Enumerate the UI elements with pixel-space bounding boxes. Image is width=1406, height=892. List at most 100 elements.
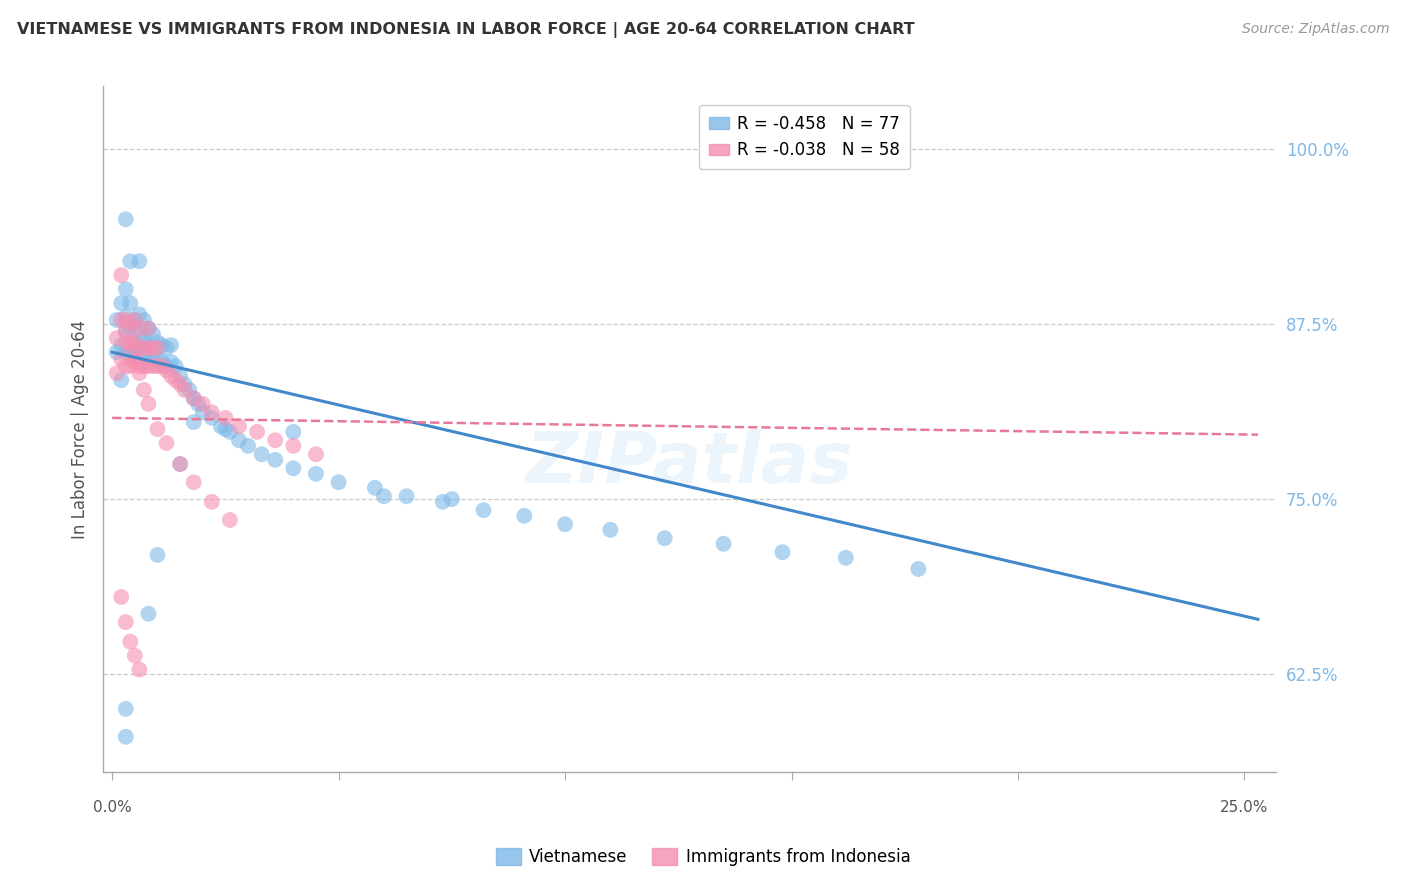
Point — [124, 313, 146, 327]
Point — [219, 513, 242, 527]
Point — [214, 410, 236, 425]
Point — [114, 313, 136, 327]
Point — [201, 410, 224, 425]
Point — [201, 495, 224, 509]
Point — [283, 425, 305, 439]
Point — [124, 345, 146, 359]
Point — [599, 523, 621, 537]
Point — [214, 422, 236, 436]
Point — [132, 313, 155, 327]
Point — [165, 373, 187, 387]
Point — [120, 321, 142, 335]
Point — [250, 447, 273, 461]
Point — [120, 296, 142, 310]
Point — [120, 338, 142, 352]
Point — [155, 436, 177, 450]
Point — [373, 489, 395, 503]
Point — [146, 335, 169, 350]
Point — [132, 331, 155, 345]
Text: VIETNAMESE VS IMMIGRANTS FROM INDONESIA IN LABOR FORCE | AGE 20-64 CORRELATION C: VIETNAMESE VS IMMIGRANTS FROM INDONESIA … — [17, 22, 914, 38]
Point — [110, 338, 132, 352]
Point — [169, 457, 191, 471]
Point — [132, 345, 155, 359]
Point — [513, 508, 536, 523]
Point — [209, 419, 232, 434]
Point — [124, 338, 146, 352]
Point — [124, 355, 146, 369]
Point — [120, 335, 142, 350]
Point — [328, 475, 350, 490]
Point — [283, 439, 305, 453]
Legend: R = -0.458   N = 77, R = -0.038   N = 58: R = -0.458 N = 77, R = -0.038 N = 58 — [699, 105, 910, 169]
Point — [146, 359, 169, 373]
Point — [187, 397, 209, 411]
Point — [105, 313, 128, 327]
Point — [110, 352, 132, 367]
Point — [114, 615, 136, 629]
Point — [138, 355, 160, 369]
Point — [440, 491, 463, 506]
Point — [155, 359, 177, 373]
Point — [124, 648, 146, 663]
Point — [173, 383, 195, 397]
Point — [128, 326, 150, 341]
Point — [169, 377, 191, 392]
Point — [138, 341, 160, 355]
Point — [120, 317, 142, 331]
Point — [173, 377, 195, 392]
Point — [146, 548, 169, 562]
Point — [654, 531, 676, 545]
Text: Source: ZipAtlas.com: Source: ZipAtlas.com — [1241, 22, 1389, 37]
Y-axis label: In Labor Force | Age 20-64: In Labor Force | Age 20-64 — [72, 319, 89, 539]
Point — [772, 545, 794, 559]
Point — [183, 415, 205, 429]
Point — [169, 457, 191, 471]
Point — [264, 434, 287, 448]
Point — [114, 282, 136, 296]
Point — [432, 495, 454, 509]
Point — [364, 481, 387, 495]
Text: 25.0%: 25.0% — [1220, 799, 1268, 814]
Point — [120, 359, 142, 373]
Legend: Vietnamese, Immigrants from Indonesia: Vietnamese, Immigrants from Indonesia — [489, 841, 917, 873]
Point — [110, 296, 132, 310]
Point — [132, 383, 155, 397]
Point — [165, 359, 187, 373]
Point — [228, 434, 250, 448]
Point — [201, 405, 224, 419]
Point — [132, 341, 155, 355]
Point — [128, 341, 150, 355]
Point — [554, 517, 576, 532]
Point — [110, 313, 132, 327]
Point — [114, 324, 136, 338]
Point — [142, 359, 165, 373]
Point — [283, 461, 305, 475]
Point — [191, 397, 214, 411]
Point — [142, 345, 165, 359]
Text: ZIPatlas: ZIPatlas — [526, 429, 853, 498]
Point — [395, 489, 418, 503]
Point — [138, 607, 160, 621]
Point — [124, 335, 146, 350]
Point — [120, 254, 142, 268]
Point — [114, 345, 136, 359]
Point — [128, 663, 150, 677]
Point — [264, 453, 287, 467]
Point — [105, 331, 128, 345]
Point — [179, 383, 201, 397]
Point — [160, 355, 183, 369]
Point — [138, 397, 160, 411]
Point — [128, 307, 150, 321]
Point — [110, 590, 132, 604]
Point — [114, 310, 136, 325]
Point — [150, 359, 173, 373]
Point — [110, 268, 132, 283]
Point — [305, 467, 328, 481]
Point — [138, 338, 160, 352]
Point — [128, 254, 150, 268]
Point — [142, 341, 165, 355]
Point — [138, 359, 160, 373]
Point — [124, 352, 146, 367]
Point — [183, 392, 205, 406]
Point — [105, 366, 128, 380]
